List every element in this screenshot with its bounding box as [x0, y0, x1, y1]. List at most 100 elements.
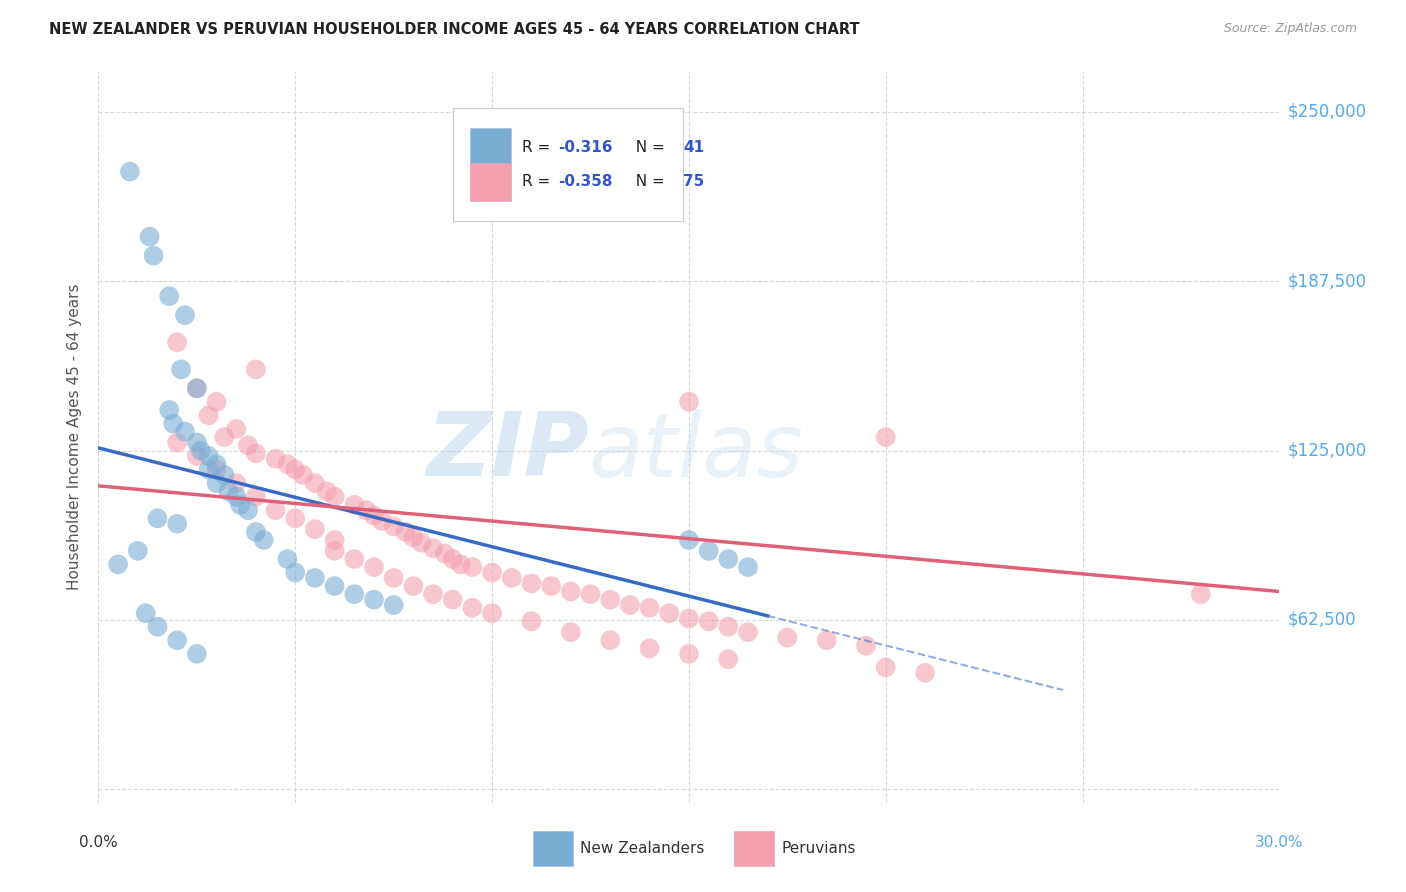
Point — [323, 533, 346, 547]
Point — [363, 560, 385, 574]
Point — [225, 422, 247, 436]
Point — [214, 430, 236, 444]
Point — [276, 552, 298, 566]
Point — [619, 598, 641, 612]
Point — [186, 381, 208, 395]
Point — [225, 476, 247, 491]
Point — [276, 457, 298, 471]
Text: -0.358: -0.358 — [558, 174, 613, 189]
Point — [579, 587, 602, 601]
FancyBboxPatch shape — [453, 108, 683, 221]
Point — [678, 647, 700, 661]
Point — [441, 552, 464, 566]
Point — [205, 395, 228, 409]
Point — [323, 579, 346, 593]
Point — [245, 524, 267, 539]
Point — [520, 615, 543, 629]
Point — [190, 443, 212, 458]
Text: 30.0%: 30.0% — [1256, 835, 1303, 850]
Point — [197, 462, 219, 476]
Point — [157, 289, 180, 303]
Point — [170, 362, 193, 376]
Point — [166, 633, 188, 648]
Point — [717, 620, 740, 634]
Text: $125,000: $125,000 — [1288, 442, 1367, 459]
Text: 75: 75 — [683, 174, 704, 189]
Point — [162, 417, 184, 431]
Point — [174, 425, 197, 439]
Point — [363, 508, 385, 523]
Point — [394, 524, 416, 539]
Point — [236, 503, 259, 517]
Point — [450, 558, 472, 572]
Point — [875, 660, 897, 674]
Text: 0.0%: 0.0% — [79, 835, 118, 850]
Point — [697, 615, 720, 629]
Point — [461, 600, 484, 615]
Point — [354, 503, 377, 517]
Point — [323, 544, 346, 558]
Point — [481, 606, 503, 620]
Point — [540, 579, 562, 593]
Point — [411, 535, 433, 549]
Point — [166, 435, 188, 450]
Text: Source: ZipAtlas.com: Source: ZipAtlas.com — [1223, 22, 1357, 36]
Point — [678, 395, 700, 409]
Point — [658, 606, 681, 620]
Point — [1189, 587, 1212, 601]
Point — [815, 633, 838, 648]
Point — [157, 403, 180, 417]
Point — [205, 476, 228, 491]
Point — [402, 530, 425, 544]
Text: $62,500: $62,500 — [1288, 611, 1357, 629]
Point — [197, 449, 219, 463]
Point — [382, 519, 405, 533]
Point — [118, 164, 141, 178]
Point — [422, 541, 444, 556]
Point — [284, 566, 307, 580]
Point — [142, 249, 165, 263]
Point — [253, 533, 276, 547]
Point — [304, 476, 326, 491]
Point — [855, 639, 877, 653]
Point — [229, 498, 252, 512]
Point — [678, 533, 700, 547]
Point — [323, 490, 346, 504]
FancyBboxPatch shape — [734, 830, 773, 866]
FancyBboxPatch shape — [533, 830, 574, 866]
Point — [197, 409, 219, 423]
Point — [422, 587, 444, 601]
Point — [433, 547, 456, 561]
Text: New Zealanders: New Zealanders — [581, 841, 704, 856]
Point — [343, 552, 366, 566]
Point — [501, 571, 523, 585]
Point — [292, 468, 315, 483]
Point — [560, 584, 582, 599]
Y-axis label: Householder Income Ages 45 - 64 years: Householder Income Ages 45 - 64 years — [67, 284, 83, 591]
Text: R =: R = — [523, 174, 555, 189]
Point — [776, 631, 799, 645]
Point — [678, 611, 700, 625]
Point — [245, 490, 267, 504]
Point — [236, 438, 259, 452]
Text: NEW ZEALANDER VS PERUVIAN HOUSEHOLDER INCOME AGES 45 - 64 YEARS CORRELATION CHAR: NEW ZEALANDER VS PERUVIAN HOUSEHOLDER IN… — [49, 22, 860, 37]
Point — [205, 462, 228, 476]
Point — [343, 498, 366, 512]
Point — [135, 606, 157, 620]
Point — [599, 633, 621, 648]
Point — [166, 516, 188, 531]
Point — [245, 446, 267, 460]
Point — [127, 544, 149, 558]
Text: ZIP: ZIP — [426, 409, 589, 495]
Point — [638, 641, 661, 656]
Text: 41: 41 — [683, 140, 704, 155]
Point — [264, 503, 287, 517]
Point — [737, 625, 759, 640]
Point — [146, 511, 169, 525]
Text: N =: N = — [626, 174, 671, 189]
Point — [875, 430, 897, 444]
Point — [382, 598, 405, 612]
Point — [737, 560, 759, 574]
FancyBboxPatch shape — [471, 162, 510, 201]
Text: $187,500: $187,500 — [1288, 272, 1367, 290]
